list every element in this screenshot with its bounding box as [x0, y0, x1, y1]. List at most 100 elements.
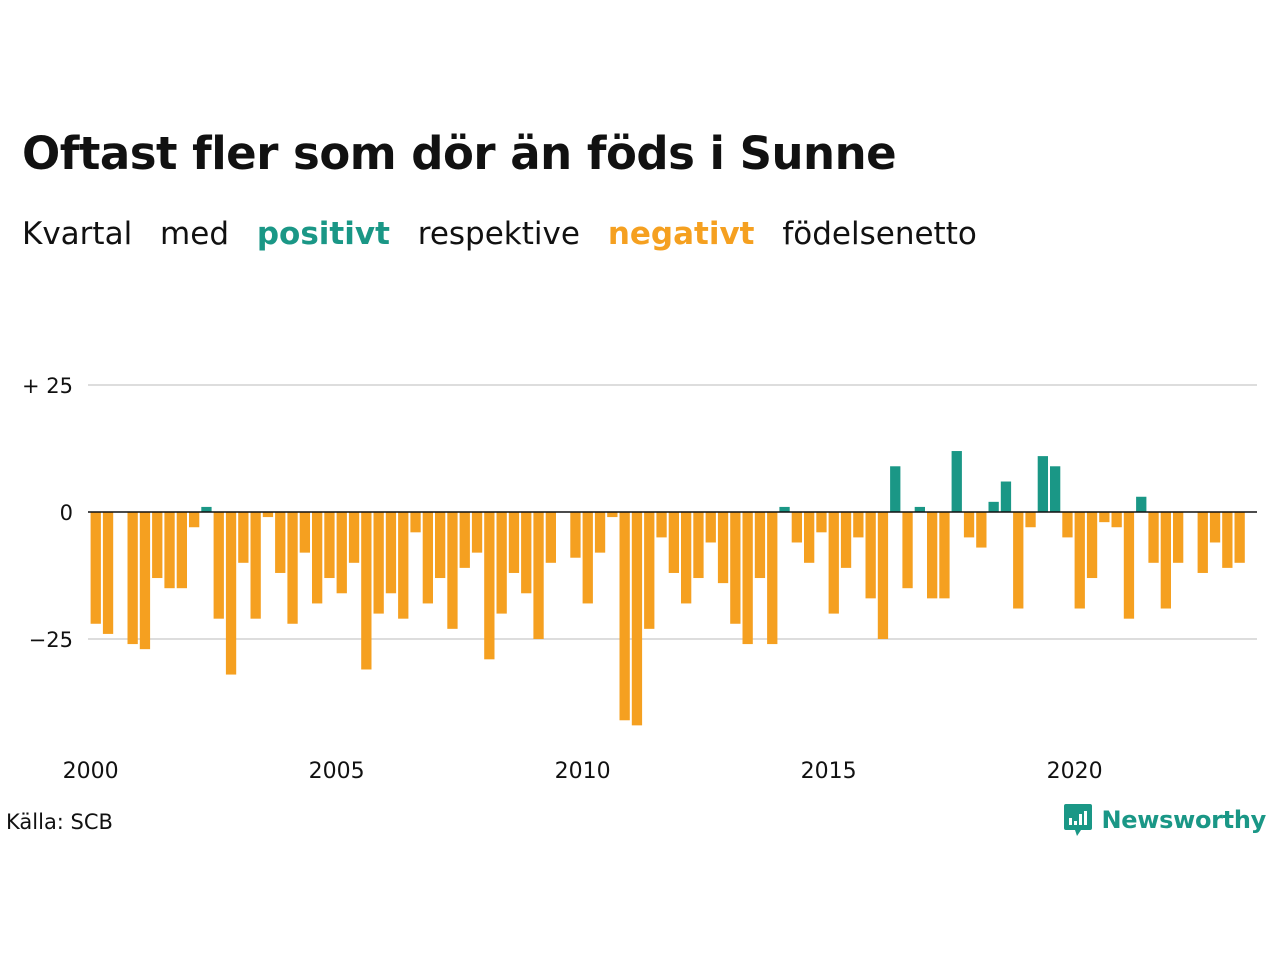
bar	[927, 512, 938, 599]
bar	[410, 512, 421, 533]
bar	[324, 512, 335, 579]
bar	[1173, 512, 1184, 563]
x-tick-label: 2010	[555, 759, 611, 784]
bar	[250, 512, 261, 619]
bar	[570, 512, 581, 558]
bar	[865, 512, 876, 599]
bar	[1037, 456, 1048, 512]
bar	[496, 512, 507, 614]
bar	[545, 512, 556, 563]
bar	[693, 512, 704, 579]
bar	[459, 512, 470, 568]
newsworthy-logo: Newsworthy	[1063, 803, 1266, 837]
bar	[656, 512, 667, 538]
bar	[508, 512, 520, 573]
bar	[619, 512, 630, 721]
bar	[767, 512, 778, 645]
bar	[275, 512, 286, 573]
bar	[139, 512, 151, 650]
bar	[717, 512, 729, 584]
bar	[914, 506, 925, 512]
bar	[1160, 512, 1171, 609]
bar	[951, 451, 962, 512]
bar	[176, 512, 187, 589]
bar	[1111, 512, 1122, 528]
bar-chart: + 25 0 −25 2000 2005 2010 2015 2020	[22, 374, 1257, 784]
bar	[730, 512, 741, 624]
bar	[853, 512, 864, 538]
subtitle-negative-label: negativt	[607, 216, 755, 252]
bar	[102, 512, 114, 634]
bar	[1074, 512, 1085, 609]
bar	[287, 512, 298, 624]
bar	[471, 512, 483, 553]
x-tick-label: 2000	[63, 759, 119, 784]
bar	[890, 466, 901, 512]
bar	[1123, 512, 1135, 619]
bar	[189, 512, 200, 528]
bar	[976, 512, 987, 548]
bar	[582, 512, 593, 604]
bar	[754, 512, 766, 579]
bar	[902, 512, 913, 589]
bar	[336, 512, 347, 594]
chart-subtitle: Kvartal med positivt respektive negativt…	[22, 216, 995, 253]
bar	[1209, 512, 1221, 543]
source-note: Källa: SCB	[6, 810, 113, 834]
subtitle-word-respektive: respektive	[417, 216, 580, 252]
newsworthy-logo-icon	[1064, 804, 1093, 836]
bar	[127, 512, 138, 645]
subtitle-word-fodelsenetto: födelsenetto	[782, 216, 977, 252]
bar	[521, 512, 532, 594]
bar	[90, 512, 101, 624]
subtitle-positive-label: positivt	[256, 216, 390, 252]
bar	[828, 512, 839, 614]
y-tick-label: + 25	[22, 374, 73, 398]
bar	[1197, 512, 1208, 573]
subtitle-word-kvartal: Kvartal	[22, 216, 133, 252]
bar	[312, 512, 323, 604]
bar	[1025, 512, 1036, 528]
bar	[533, 512, 544, 639]
y-tick-label: −25	[29, 628, 73, 652]
bar	[594, 512, 606, 553]
newsworthy-logo-text: Newsworthy	[1101, 806, 1266, 834]
bar	[299, 512, 310, 553]
bar	[644, 512, 655, 629]
bar	[447, 512, 458, 629]
y-tick-label: 0	[60, 501, 73, 525]
bar	[484, 512, 495, 660]
bar	[988, 501, 999, 512]
bar	[939, 512, 950, 599]
bar	[385, 512, 397, 594]
bar	[607, 512, 618, 518]
bar	[348, 512, 360, 563]
x-tick-label: 2005	[309, 759, 365, 784]
bar	[1062, 512, 1073, 538]
bar	[435, 512, 446, 579]
bar	[877, 512, 889, 639]
x-tick-label: 2015	[801, 759, 857, 784]
bar	[398, 512, 409, 619]
bar	[779, 506, 790, 512]
bar	[963, 512, 975, 538]
bar	[791, 512, 802, 543]
bar	[631, 512, 643, 726]
bar	[1050, 466, 1061, 512]
bar	[1000, 481, 1012, 512]
bar	[1148, 512, 1159, 563]
x-tick-label: 2020	[1047, 759, 1103, 784]
bar	[705, 512, 716, 543]
bar	[238, 512, 249, 563]
bar	[164, 512, 175, 589]
bar	[1086, 512, 1098, 579]
bar	[361, 512, 372, 670]
bar	[681, 512, 692, 604]
bar	[422, 512, 433, 604]
bar	[1099, 512, 1110, 523]
bar	[213, 512, 224, 619]
bar	[1222, 512, 1233, 568]
bar	[1013, 512, 1024, 609]
bar	[742, 512, 753, 645]
bar	[804, 512, 815, 563]
